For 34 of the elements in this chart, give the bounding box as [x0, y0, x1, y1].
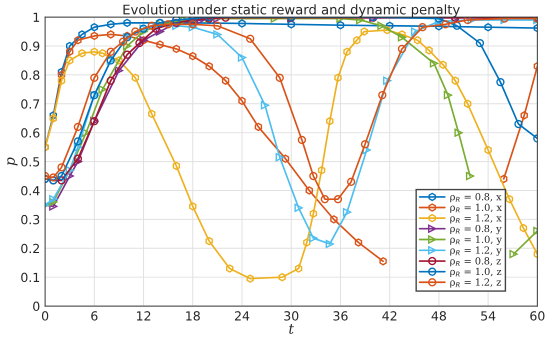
x-axis-title: t: [289, 324, 294, 334]
x-tick-label: 30: [284, 311, 298, 321]
x-tick-label: 54: [481, 311, 496, 321]
x-tick-label: 18: [186, 311, 200, 321]
legend-label: ρ$_{R}$ = 0.8, z: [450, 257, 501, 266]
legend-label: ρ$_{R}$ = 1.0, y: [450, 236, 502, 245]
y-tick-label: 0.5: [21, 157, 40, 167]
x-tick-label: 6: [91, 311, 98, 321]
y-tick-label: 0.1: [21, 272, 40, 282]
chart-title: Evolution under static reward and dynamic penalty: [123, 4, 460, 18]
x-tick-label: 0: [42, 311, 48, 321]
x-tick-label: 12: [136, 311, 150, 320]
legend-label: ρ$_{R}$ = 1.2, z: [450, 278, 501, 288]
legend-label: ρ$_{R}$ = 1.0, x: [450, 204, 502, 213]
y-tick-label: 0.7: [21, 99, 40, 109]
y-tick-label: 0.3: [21, 214, 40, 224]
y-tick-label: 1: [34, 12, 40, 22]
y-tick-label: 0: [33, 302, 40, 312]
legend-label: ρ$_{R}$ = 0.8, x: [450, 193, 502, 202]
x-tick-label: 48: [432, 311, 446, 321]
x-tick-label: 60: [530, 311, 544, 321]
y-tick-label: 0.8: [21, 70, 40, 80]
y-tick-label: 0.9: [21, 41, 40, 51]
x-tick-label: 24: [234, 311, 250, 320]
y-axis-title: p: [7, 157, 18, 166]
legend-label: ρ$_{R}$ = 1.0, z: [450, 268, 502, 278]
y-tick-label: 0.6: [21, 128, 40, 138]
y-tick-label: 0.4: [21, 186, 40, 196]
x-tick-label: 36: [333, 311, 348, 321]
legend-label: ρ$_{R}$ = 0.8, y: [450, 224, 502, 234]
legend-label: ρ$_{R}$ = 1.2, x: [450, 214, 502, 224]
x-tick-label: 42: [382, 311, 396, 320]
legend-label: ρ$_{R}$ = 1.2, y: [450, 246, 502, 256]
y-tick-label: 0.2: [21, 244, 39, 254]
